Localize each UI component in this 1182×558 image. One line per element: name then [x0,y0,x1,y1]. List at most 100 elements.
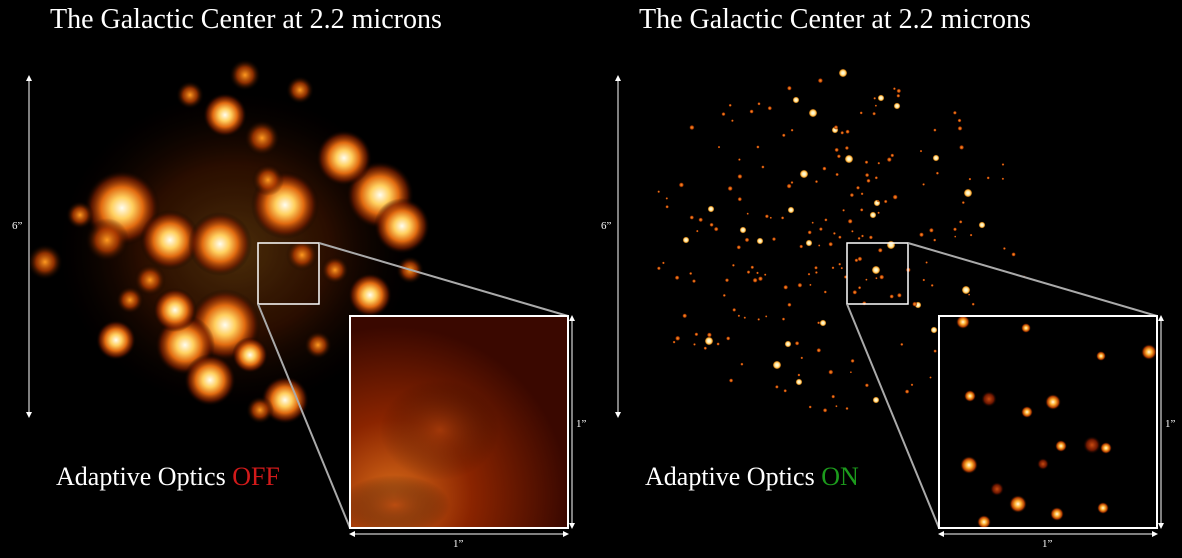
star [849,371,853,374]
inset-star [1037,458,1049,470]
star [737,173,743,180]
star [852,289,858,295]
star [774,384,779,389]
star [847,218,853,224]
star [756,145,760,149]
star [961,285,971,295]
inset-star [1021,406,1033,418]
star [819,319,827,327]
star [674,335,681,342]
star [823,290,827,294]
star [832,231,836,235]
star [986,176,990,180]
star [704,336,714,346]
star [925,261,928,264]
inset-star [1021,323,1031,333]
star [958,144,965,151]
blurred-star-field-image [26,59,575,537]
star [842,208,846,212]
star [967,293,971,296]
inset-star [964,390,976,402]
star [840,266,844,270]
star [860,234,865,238]
star [845,129,850,135]
star [935,171,940,175]
caption: Adaptive Optics OFF [56,462,280,492]
star [811,221,814,224]
star [716,342,720,346]
star [799,244,804,249]
star [814,270,818,275]
star [672,340,676,344]
star [737,196,743,202]
star [904,389,910,394]
star [809,283,812,287]
star [728,378,734,383]
star [845,406,849,411]
star [822,407,828,413]
star [918,232,925,238]
star [808,108,818,118]
star [756,271,759,275]
star [930,326,938,334]
star [860,192,864,196]
star [883,199,888,204]
star [795,378,803,386]
star [886,156,892,163]
star [807,230,812,235]
star [665,204,669,209]
star [682,313,688,319]
star [835,404,838,408]
star [746,212,749,215]
star [864,172,870,178]
star [874,176,879,180]
star [691,279,697,284]
star [694,332,699,337]
caption: Adaptive Optics ON [645,462,859,492]
star [767,105,773,111]
inset-star [1097,502,1109,514]
star [784,340,792,348]
star [933,349,937,353]
star [877,199,880,203]
star [910,383,914,387]
star [919,149,923,153]
star [783,284,789,290]
star [866,178,871,184]
star [834,147,840,153]
star [757,317,761,321]
star [665,197,669,200]
star [1001,163,1005,166]
star [787,206,795,214]
star [872,396,880,404]
star [840,130,845,135]
star [749,109,754,114]
star [872,111,877,116]
field-scale-label: 6” [601,220,612,232]
caption-prefix: Adaptive Optics [56,462,226,491]
inset-star [1096,351,1106,361]
star [743,316,747,320]
star [763,273,767,277]
star [890,153,895,158]
star [952,110,957,115]
star [963,188,973,198]
star [824,218,828,222]
star [736,244,742,250]
star [656,266,661,271]
star [800,356,804,360]
star [682,236,690,244]
caption-state-on: ON [821,462,859,491]
star [928,227,934,233]
star [799,169,809,179]
zoom-region-box [257,242,320,305]
star [933,128,937,132]
star [750,265,755,270]
star [831,394,836,399]
star [952,227,958,232]
star [771,236,777,242]
star [756,237,764,245]
star [879,274,885,280]
star [737,158,741,162]
star [844,145,850,151]
